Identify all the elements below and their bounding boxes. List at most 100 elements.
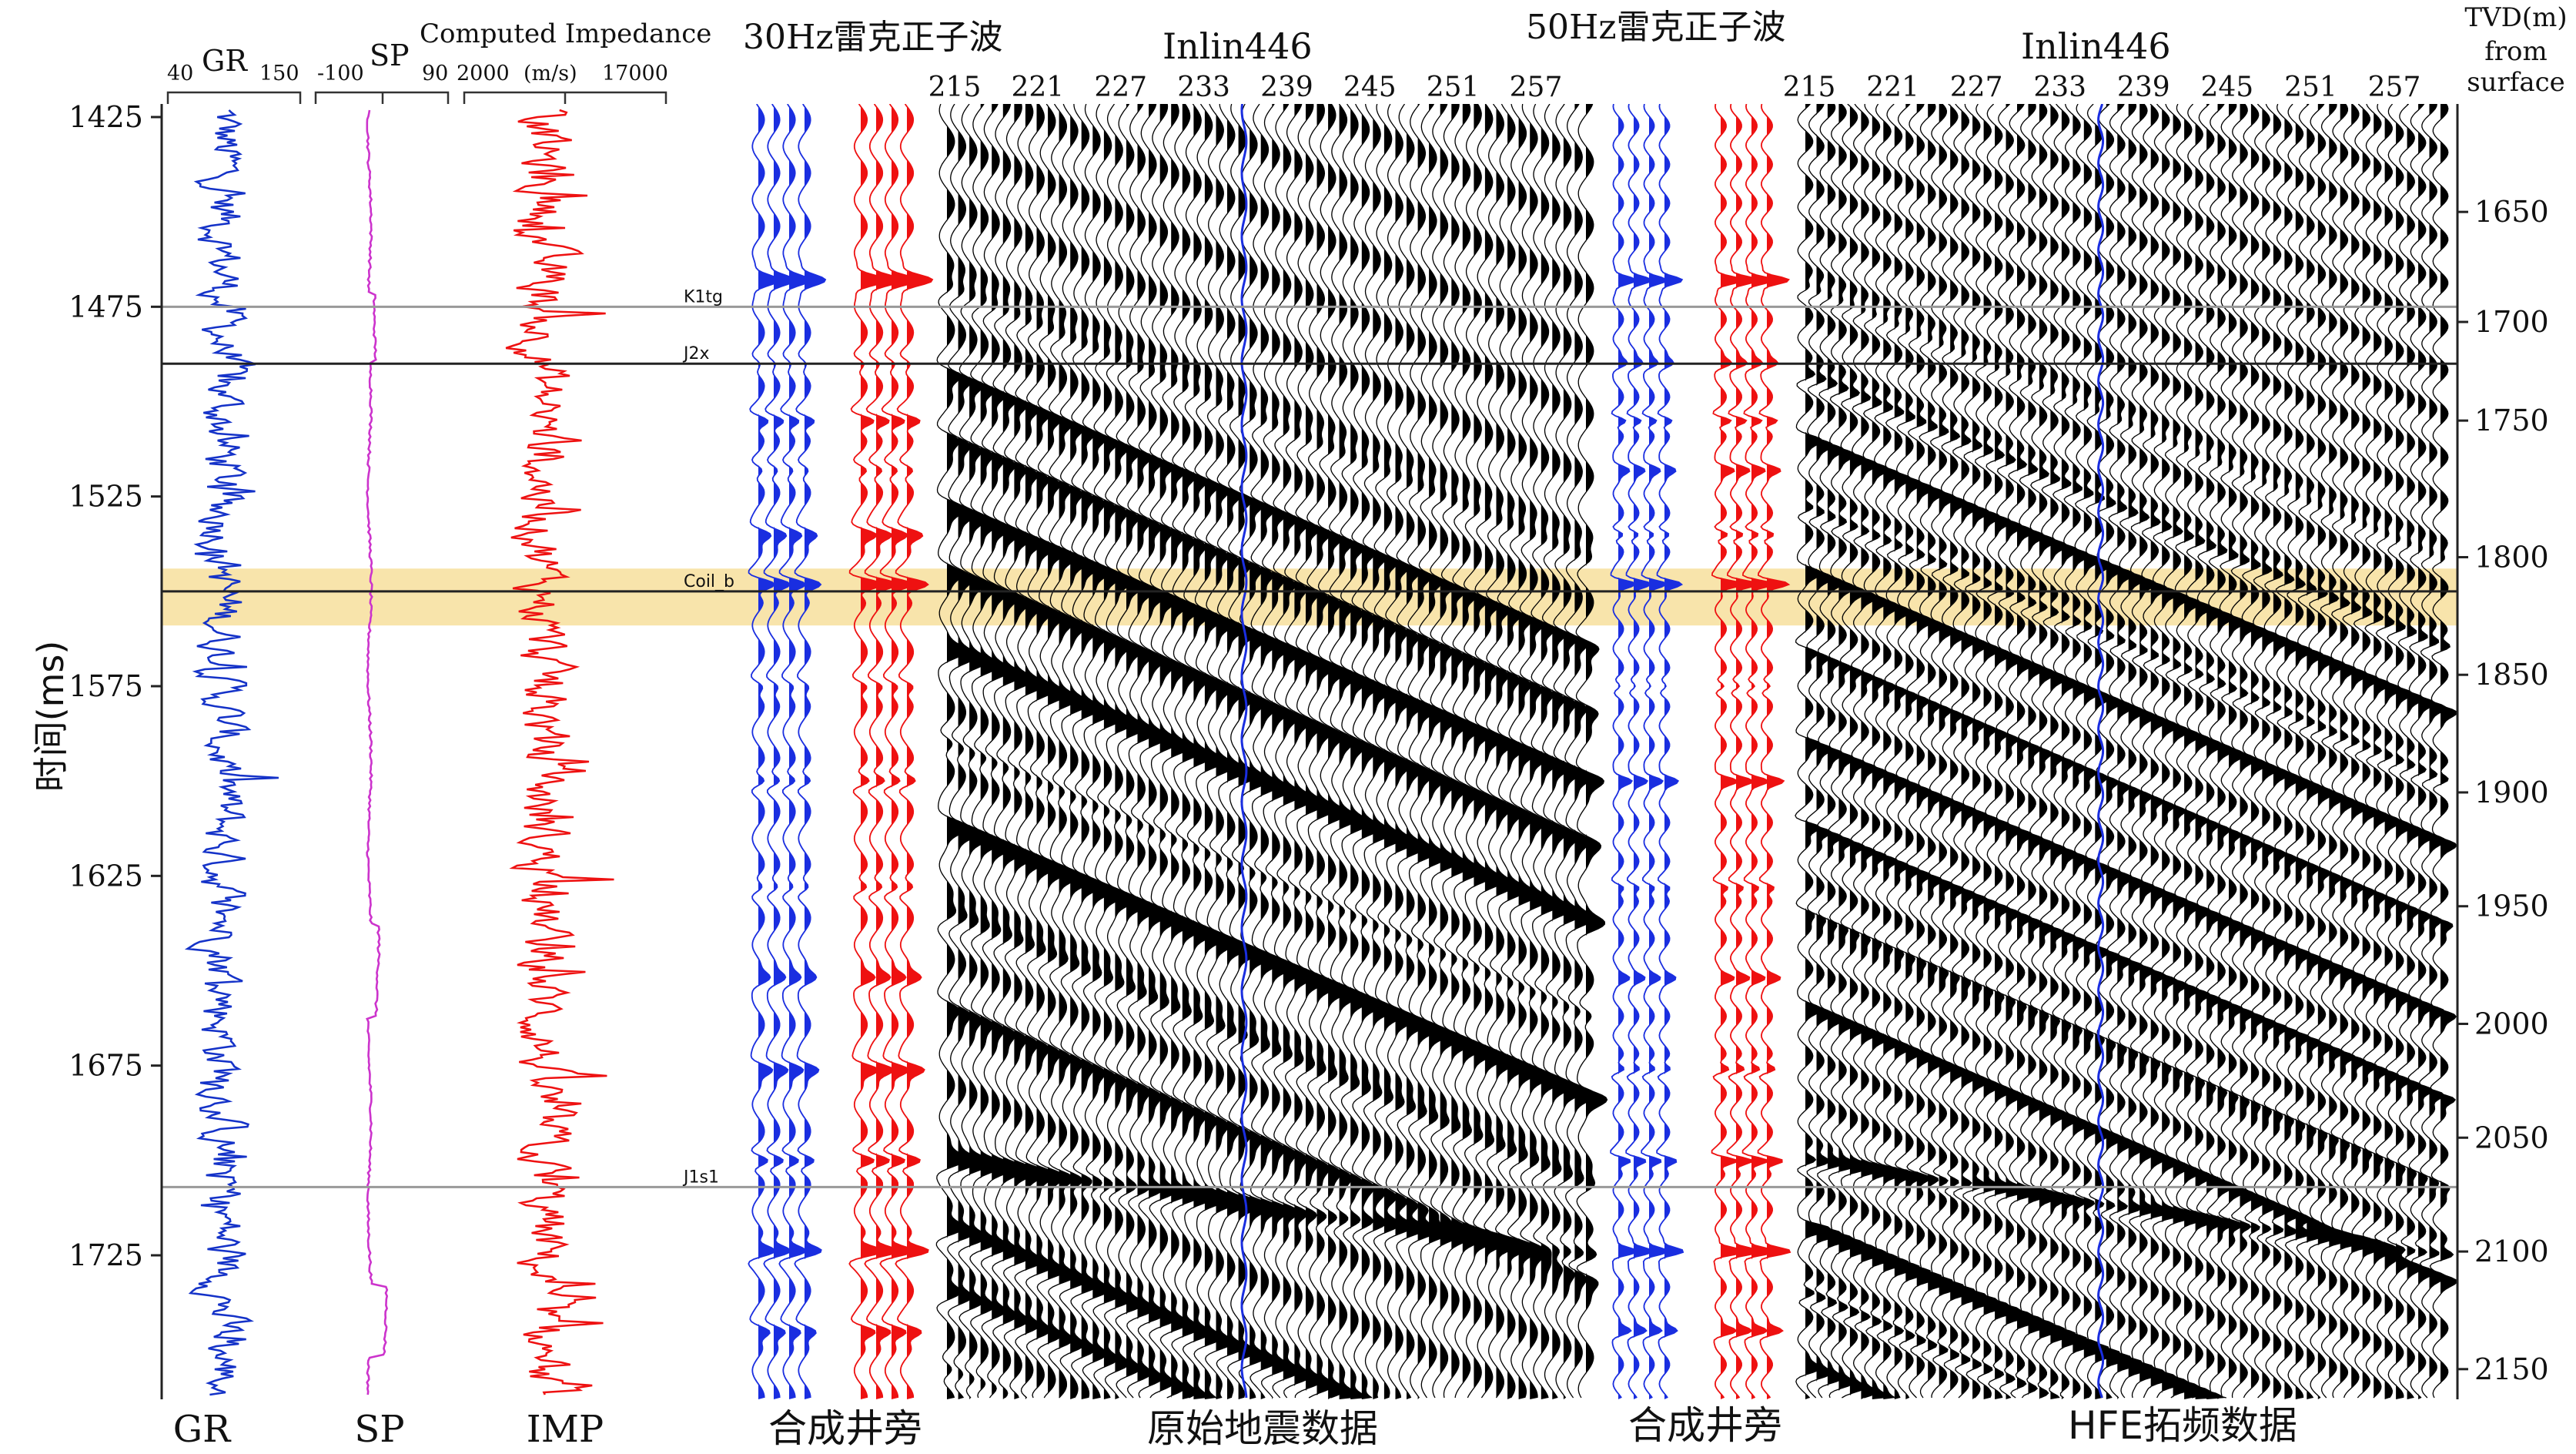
depth-tick-label: 1700 <box>2474 305 2549 339</box>
seismic-trace-hfe <box>1939 104 1977 1399</box>
seismic-trace-hfe-fill <box>1905 104 1931 1399</box>
seismic-trace-hfe <box>2006 104 2043 1399</box>
seismic-trace-hfe <box>1984 104 2022 1399</box>
seismic-trace-hfe <box>2129 104 2166 1399</box>
seismic-trace-hfe-fill <box>2128 104 2154 1399</box>
wavelet-title-30hz: 30Hz雷克正子波 <box>743 18 1003 57</box>
well-side-trace-30hz-fill <box>876 104 902 1399</box>
trace-tick-label: 221 <box>1011 72 1064 103</box>
seismic-trace-hfe <box>2095 104 2133 1399</box>
seismic-trace-hfe-fill <box>2441 104 2457 1399</box>
seismic-trace-hfe <box>1872 104 1909 1399</box>
seismic-trace-hfe <box>2162 104 2200 1399</box>
seismic-trace-original-fill <box>1159 104 1181 1399</box>
seismic-trace-original <box>1216 104 1251 1399</box>
depth-tick-label: 1850 <box>2474 658 2549 692</box>
bottom-labels: GR SP IMP 合成井旁 原始地震数据 合成井旁 HFE拓频数据 <box>173 1403 2297 1451</box>
seismic-trace-hfe <box>2029 104 2066 1399</box>
seismic-trace-hfe <box>1928 104 1965 1399</box>
seismic-trace-hfe-fill <box>2139 104 2166 1399</box>
seismic-trace-original <box>1025 104 1059 1399</box>
seismic-trace-original-fill <box>1474 104 1502 1399</box>
seismic-trace-original-fill <box>1193 104 1216 1399</box>
chart-headers: 40 GR 150 -100 SP 90 Computed Impedance … <box>30 2 2568 792</box>
trace-tick-label: 257 <box>2368 72 2421 103</box>
seismic-trace-original-fill <box>1496 104 1524 1399</box>
seismic-trace-hfe <box>1839 104 1876 1399</box>
seismic-trace-original <box>1462 104 1502 1399</box>
seismic-trace-hfe <box>2385 104 2414 1399</box>
seismic-trace-original-fill <box>1361 104 1383 1399</box>
seismic-trace-original-fill <box>1306 104 1327 1399</box>
wavelet-title-50hz: 50Hz雷克正子波 <box>1526 8 1786 47</box>
seismic-trace-original-fill <box>1563 104 1585 1399</box>
seismic-trace-hfe <box>1972 104 2010 1399</box>
seismic-trace-original <box>1002 104 1038 1399</box>
seismic-trace-original <box>1227 104 1262 1399</box>
imp-scale-min: 2000 <box>457 62 510 85</box>
seismic-trace-original <box>1193 104 1229 1399</box>
seismic-trace-hfe-fill <box>2095 104 2120 1399</box>
seismic-trace-hfe <box>1995 104 2032 1399</box>
trace-tick-label: 245 <box>1343 72 1397 103</box>
time-tick-label: 1525 <box>69 480 143 514</box>
seismic-trace-hfe <box>1828 104 1865 1399</box>
seismic-trace-hfe-fill <box>2173 104 2199 1399</box>
depth-axis: 1650 1700 1750 1800 1850 1900 1950 2000 2050 2100… <box>2456 104 2549 1399</box>
seismic-trace-hfe <box>1917 104 1954 1399</box>
time-tick-label: 1675 <box>69 1049 143 1083</box>
time-axis-title: 时间(ms) <box>30 641 72 792</box>
depth-tick-label: 2150 <box>2474 1352 2549 1386</box>
seismic-trace-original <box>1484 104 1525 1399</box>
seismic-trace-original <box>1104 104 1137 1399</box>
seismic-trace-original-well-trace <box>1240 104 1248 1399</box>
seismic-trace-original-fill <box>1339 104 1360 1399</box>
seismic-trace-original <box>1418 104 1451 1399</box>
horizon-label: K1tg <box>684 287 723 307</box>
seismic-trace-original <box>1283 104 1316 1399</box>
seismic-trace-hfe-fill <box>1883 104 1909 1399</box>
seismic-trace-original <box>1205 104 1240 1399</box>
gr-header: GR <box>202 44 248 78</box>
seismic-trace-original <box>1396 104 1429 1399</box>
horizon-label: J1s1 <box>682 1168 719 1187</box>
seismic-trace-hfe-fill <box>2083 104 2109 1399</box>
trace-tick-label: 233 <box>1177 72 1230 103</box>
time-tick-label: 1575 <box>69 669 143 703</box>
depth-tick-label: 1950 <box>2474 889 2549 923</box>
seismic-trace-original-fill <box>958 104 979 1399</box>
seismic-trace-hfe-fill <box>2240 104 2257 1399</box>
seismic-trace-hfe <box>2139 104 2177 1399</box>
seismic-trace-hfe <box>2117 104 2155 1399</box>
trace-tick-label: 227 <box>1950 72 2003 103</box>
trace-tick-label: 215 <box>1783 72 1836 103</box>
seismic-trace-hfe <box>2050 104 2087 1399</box>
seismic-trace-hfe <box>1895 104 1931 1399</box>
seismic-trace-hfe <box>2251 104 2280 1399</box>
seismic-trace-hfe-fill <box>2206 104 2226 1399</box>
seismic-trace-original <box>958 104 992 1399</box>
seismic-trace-hfe <box>2273 104 2302 1399</box>
seismic-trace-hfe <box>2296 104 2325 1399</box>
synthetic-trace-50hz <box>1610 104 1638 1399</box>
synthetic-trace-50hz <box>1641 104 1669 1399</box>
seismic-trace-original <box>1261 104 1294 1399</box>
horizon-label: J2x <box>682 344 710 364</box>
gr-scale-min: 40 <box>167 62 193 85</box>
seismic-trace-original <box>1407 104 1440 1399</box>
plot-area <box>162 104 2457 1399</box>
seismic-trace-original <box>1306 104 1339 1399</box>
seismic-trace-hfe-fill <box>2384 104 2402 1399</box>
seismic-trace-original <box>1294 104 1328 1399</box>
time-tick-label: 1625 <box>69 859 143 893</box>
impedance-log-curve <box>505 109 614 1395</box>
seismic-trace-hfe <box>2173 104 2211 1399</box>
horizon-label: Coil_b <box>684 572 734 591</box>
trace-tick-label: 215 <box>928 72 982 103</box>
trace-tick-label: 239 <box>1260 72 1313 103</box>
seismic-trace-original-fill <box>1002 104 1027 1399</box>
seismic-trace-hfe <box>2396 104 2424 1399</box>
depth-tick-label: 2000 <box>2474 1007 2549 1040</box>
seismic-trace-original <box>1137 104 1171 1399</box>
seismic-trace-original-fill <box>1048 104 1069 1399</box>
